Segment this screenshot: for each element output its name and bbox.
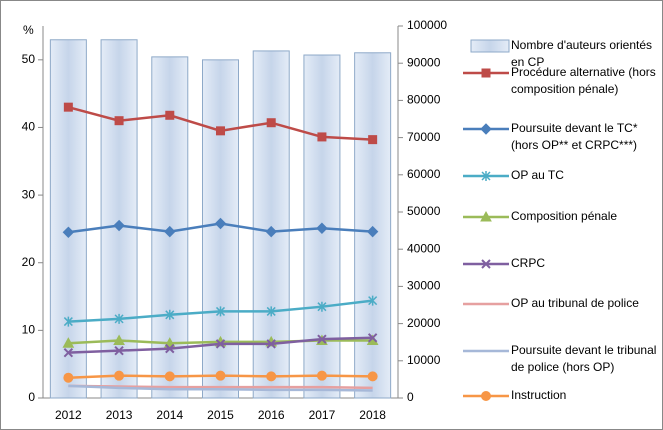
point — [164, 225, 176, 238]
point — [317, 132, 327, 142]
y2-tick-label: 80000 — [407, 93, 441, 107]
point — [367, 371, 378, 382]
point — [113, 334, 125, 346]
legend-label: Nombre d'auteurs orientés en CP — [511, 38, 653, 69]
line — [68, 384, 373, 390]
point — [114, 116, 124, 126]
legend-marker — [480, 210, 492, 222]
y2-tick-label: 70000 — [407, 130, 441, 144]
legend-swatch — [470, 39, 510, 53]
point — [266, 118, 276, 128]
x-tick-label: 2012 — [55, 408, 82, 422]
bar — [354, 52, 392, 399]
point — [63, 347, 74, 358]
legend-label: Poursuite devant le TC* (hors OP** et CR… — [511, 121, 638, 152]
point — [63, 316, 73, 327]
y2-tick-label: 20000 — [407, 316, 441, 330]
point — [114, 370, 125, 381]
x-tick-label: 2016 — [258, 408, 285, 422]
y2-tick-label: 10000 — [407, 353, 441, 367]
y-tick-label: 20 — [22, 255, 36, 269]
y2-tick-label: 60000 — [407, 167, 441, 181]
point — [316, 222, 328, 234]
legend-label: Instruction — [511, 388, 567, 402]
point — [165, 343, 175, 354]
point — [114, 345, 124, 356]
point — [215, 306, 226, 317]
y-tick-label: 40 — [22, 120, 36, 134]
y2-tick-label: 100000 — [407, 18, 447, 32]
point — [367, 333, 378, 343]
legend-label: Composition pénale — [511, 209, 618, 223]
legend-label: OP au tribunal de police — [511, 296, 639, 310]
line — [68, 384, 373, 392]
point — [165, 110, 175, 120]
point — [265, 225, 277, 238]
point — [266, 339, 276, 349]
point — [165, 309, 175, 320]
point — [368, 135, 378, 145]
point — [63, 102, 73, 112]
point — [214, 217, 227, 230]
point — [317, 301, 327, 312]
y2-tick-label: 50000 — [407, 204, 441, 218]
legend-label: OP au TC — [511, 168, 564, 182]
point — [62, 337, 75, 348]
x-tick-label: 2017 — [309, 408, 336, 422]
y2-tick-label: 40000 — [407, 241, 441, 255]
y-tick-label: 10 — [22, 323, 36, 337]
y-tick-label: 30 — [22, 187, 36, 201]
point — [368, 295, 378, 306]
point — [62, 226, 75, 238]
point — [215, 339, 226, 349]
x-tick-label: 2013 — [106, 408, 133, 422]
legend-marker — [481, 391, 491, 401]
x-tick-label: 2018 — [359, 408, 386, 422]
legend-marker — [481, 68, 491, 78]
point — [266, 306, 276, 317]
point — [63, 372, 74, 383]
y-tick-label: 0 — [28, 390, 35, 404]
point — [316, 370, 327, 381]
legend-label: Procédure alternative (hors composition … — [511, 65, 656, 96]
legend-label: Poursuite devant le tribunal de police (… — [511, 343, 657, 374]
point — [266, 371, 277, 382]
point — [114, 313, 124, 324]
point — [317, 334, 327, 344]
legend-marker — [481, 259, 491, 269]
x-tick-label: 2015 — [207, 408, 234, 422]
y-axis-label: % — [23, 23, 34, 37]
x-tick-label: 2014 — [156, 408, 183, 422]
y-tick-label: 50 — [22, 52, 36, 66]
point — [366, 225, 379, 238]
y2-tick-label: 30000 — [407, 279, 441, 293]
point — [113, 219, 125, 232]
legend-label: CRPC — [511, 256, 546, 270]
legend-marker — [481, 171, 491, 181]
point — [164, 371, 175, 382]
y2-tick-label: 0 — [407, 390, 414, 404]
point — [216, 126, 225, 136]
y2-tick-label: 90000 — [407, 55, 441, 69]
legend-marker — [480, 123, 492, 135]
point — [215, 370, 226, 381]
